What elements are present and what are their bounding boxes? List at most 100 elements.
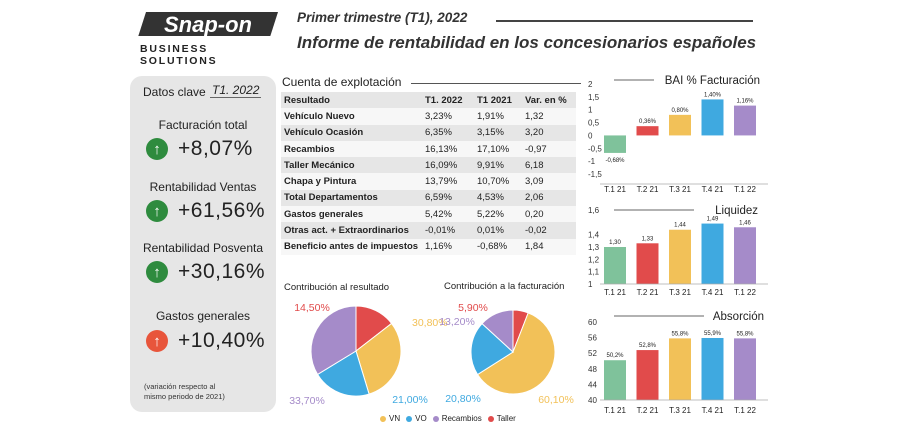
arrow-up-icon: ↑ [146,330,168,352]
bar-chart-liquidez: Liquidez 1,6 1,4 1,3 1,2 1,1 1 1,30 T.1 21 1,33 T.… [588,205,768,297]
arrow-up-icon: ↑ [146,261,168,283]
table-row: Beneficio antes de impuestos 1,16% -0,68% 1… [281,238,576,255]
kpi-label: Facturación total [158,118,248,132]
table-cell: 4,53% [474,189,522,207]
y-tick-label: -1,5 [588,170,602,179]
y-tick-label: 0 [588,131,593,140]
kpi-value: +30,16% [178,260,265,283]
pie-legend: VN VO Recambios Taller [380,414,522,423]
bar [636,350,659,400]
row-label: Gastos generales [281,206,422,223]
pie-value-label: 14,50% [294,302,330,314]
y-tick-label: 2 [588,80,593,89]
bar [604,247,626,284]
bar-value-label: 55,8% [736,331,754,337]
table-cell: 3,23% [422,108,474,125]
bar-value-label: 1,46 [739,220,751,226]
y-tick-label: 0,5 [588,119,600,128]
table-header-row: Resultado T1. 2022 T1 2021 Var. en % [281,92,576,109]
table-cell: 3,20 [522,124,576,141]
kpi-row: ↑ +61,56% [146,197,276,225]
table-row: Vehículo Nuevo 3,23% 1,91% 1,32 [281,108,576,125]
y-tick-label: 56 [588,334,597,343]
key-data-period: T1. 2022 [210,83,262,98]
y-tick-label: 1,2 [588,255,600,264]
row-label: Otras act. + Extraordinarios [281,222,422,239]
legend-dot [380,415,386,422]
y-tick-label: -0,5 [588,144,602,153]
pie-title-revenue: Contribución a la facturación [444,281,565,292]
x-tick-label: T.4 21 [702,185,724,194]
x-tick-label: T.1 21 [604,406,626,415]
table-cell: -0,01% [422,222,474,239]
x-tick-label: T.4 21 [702,288,724,297]
table-cell: 2,06 [522,189,576,207]
y-tick-label: 48 [588,365,597,374]
footnote-line: (variación respecto al [144,382,216,391]
table-cell: -0,97 [522,140,576,158]
legend-item: Recambios [432,414,482,423]
x-tick-label: T.1 22 [734,185,756,194]
kpi-value: +10,40% [178,329,265,352]
pie-value-label: 5,90% [458,302,488,314]
report-title: Informe de rentabilidad en los concesion… [297,33,757,52]
bar-chart-title: Absorción [713,311,764,323]
kpi-value: +61,56% [178,199,265,222]
legend-item: Taller [487,414,516,423]
table-cell: 5,42% [422,206,474,223]
kpi-label: Rentabilidad Ventas [149,180,257,194]
x-tick-label: T.4 21 [702,406,724,415]
table-cell: 6,59% [422,189,474,207]
kpi-value: +8,07% [178,137,253,160]
pie-slice [310,305,357,376]
bar-value-label: 55,8% [671,331,689,337]
table-row: Recambios 16,13% 17,10% -0,97 [281,140,576,158]
key-data-panel: Datos clave T1. 2022 Facturación total ↑… [130,76,276,412]
pie-value-label: 60,10% [538,394,574,406]
legend-label: Recambios [441,414,482,423]
table-cell: 16,13% [422,140,474,158]
table-row: Gastos generales 5,42% 5,22% 0,20 [281,206,576,223]
logo-text: Snap-on [164,12,252,36]
table-cell: 3,15% [474,124,522,141]
bar-value-label: -0,68% [605,158,625,164]
header-divider [496,20,753,22]
pie-chart-revenue: 60,10% 20,80% 13,20% 5,90% [440,302,574,406]
x-tick-label: T.2 21 [637,185,659,194]
x-tick-label: T.1 22 [734,288,756,297]
x-tick-label: T.2 21 [637,406,659,415]
pie-value-label: 21,00% [392,394,428,406]
row-label: Vehículo Ocasión [281,124,422,141]
y-tick-label: 1,5 [588,93,600,102]
bar-value-label: 52,8% [639,343,657,349]
table-cell: 1,84 [522,238,576,255]
bar-value-label: 1,33 [642,236,654,242]
bar-value-label: 0,80% [671,108,689,114]
table-title: Cuenta de explotación [282,75,402,89]
x-tick-label: T.3 21 [669,406,691,415]
table-cell: 16,09% [422,157,474,174]
pie-value-label: 30,80% [412,317,448,329]
arrow-up-icon: ↑ [146,200,168,222]
y-tick-label: 60 [588,318,597,327]
y-tick-label: 40 [588,396,597,405]
column-header: T1. 2022 [422,92,474,109]
table-title-divider [411,83,581,84]
table-cell: 1,32 [522,108,576,125]
bar [701,337,724,400]
kpi-label: Gastos generales [155,309,251,323]
table-cell: 3,09 [522,173,576,190]
y-tick-label: 1,1 [588,268,600,277]
bar-value-label: 0,36% [639,119,657,125]
row-label: Beneficio antes de impuestos [281,238,422,255]
legend-dot [406,415,413,422]
table-cell: 17,10% [474,140,522,158]
x-tick-label: T.3 21 [669,288,691,297]
pie-value-label: 20,80% [445,393,481,405]
legend-dot [432,415,439,422]
legend-item: VN [380,414,400,423]
y-tick-label: 1,3 [588,243,600,252]
bar-value-label: 1,30 [609,240,621,246]
row-label: Recambios [281,140,422,158]
bar [669,114,691,136]
